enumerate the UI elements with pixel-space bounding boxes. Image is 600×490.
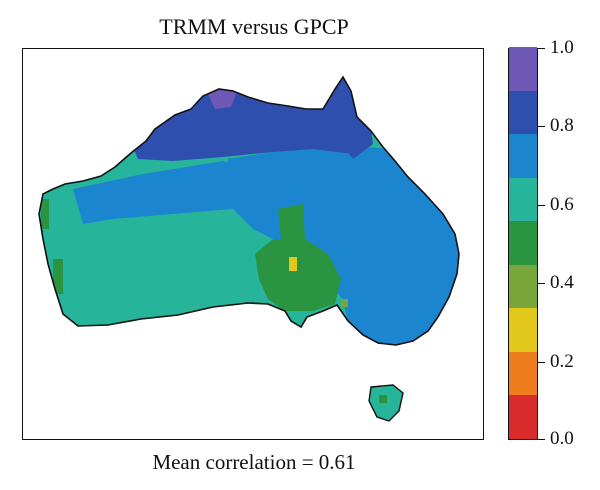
region-central-north [278, 204, 305, 239]
colorbar-tick [538, 126, 545, 128]
mean-correlation-caption: Mean correlation = 0.61 [152, 450, 356, 474]
region-southwest [53, 259, 63, 294]
region-northern-interior [73, 161, 263, 224]
colorbar-seg-6 [509, 134, 537, 178]
colorbar-tick-label: 0.8 [550, 115, 574, 136]
region-west-coast [41, 199, 49, 229]
colorbar-tick [538, 48, 545, 50]
colorbar-seg-3 [509, 264, 537, 309]
colorbar-seg-4 [509, 221, 537, 265]
colorbar-seg-8 [509, 47, 537, 91]
tasmania-green-patch [379, 395, 387, 403]
chart-title: TRMM versus GPCP [159, 14, 349, 39]
colorbar-tick [538, 362, 545, 364]
colorbar [508, 47, 538, 440]
map-panel [22, 48, 484, 440]
colorbar-tick-label: 0.6 [550, 194, 574, 215]
region-lake-eyre-spot [341, 299, 348, 307]
region-central-hotspot [289, 257, 297, 271]
region-north-coast [123, 77, 368, 161]
colorbar-seg-7 [509, 90, 537, 135]
colorbar-tick-label: 0.4 [550, 272, 574, 293]
colorbar-tick [538, 439, 545, 441]
colorbar-seg-1 [509, 351, 537, 396]
colorbar-tick-label: 0.2 [550, 351, 574, 372]
colorbar-seg-2 [509, 308, 537, 352]
coastline [38, 75, 460, 346]
colorbar-tick-label: 0.0 [550, 428, 574, 449]
region-central [255, 239, 341, 311]
colorbar-tick [538, 205, 545, 207]
colorbar-seg-5 [509, 177, 537, 222]
australia-map [38, 75, 460, 422]
colorbar-tick-label: 1.0 [550, 37, 574, 58]
colorbar-seg-0 [509, 395, 537, 439]
colorbar-tick [538, 283, 545, 285]
